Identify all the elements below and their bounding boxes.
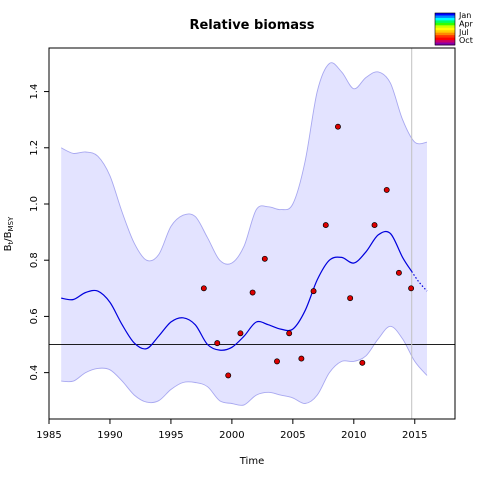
upper-bound-line [61, 62, 428, 265]
y-label-sub-t: t [7, 241, 15, 244]
y-label-b-denominator: B [3, 231, 14, 238]
observation-point [383, 186, 390, 193]
legend-label: Oct [459, 36, 473, 45]
y-tick-label: 0.4 [29, 365, 40, 381]
legend-color-band [435, 25, 455, 29]
observation-point [261, 255, 268, 262]
x-tick-label: 1985 [36, 430, 61, 441]
prediction-line [411, 271, 428, 292]
legend-color-band [435, 13, 455, 16]
observation-point [274, 358, 280, 365]
observation-point [395, 269, 402, 276]
y-label-slash: / [3, 238, 14, 242]
plot-area: 1985 1990 1995 2000 2005 2010 2015 0.4 0.6 0.8 1.0… [29, 47, 456, 441]
x-tick-label: 1990 [97, 430, 122, 441]
observation-point [298, 355, 305, 362]
legend-label: Jul [458, 28, 469, 37]
observation-point [214, 340, 221, 347]
legend-color-band [435, 37, 455, 41]
y-tick-label: 1.4 [29, 84, 40, 100]
legend-label: Jan [458, 11, 471, 20]
legend-color-band [435, 40, 455, 43]
legend-frame [434, 12, 456, 46]
y-label-b: B [3, 244, 14, 251]
legend-color-band [435, 32, 455, 36]
legend-color-band [435, 42, 455, 46]
y-tick-label: 1.0 [29, 196, 40, 212]
lower-bound-line [61, 325, 428, 406]
y-tick-label: 0.6 [29, 308, 40, 324]
legend-color-band [435, 27, 455, 31]
estimate-line [61, 230, 413, 351]
y-tick-label: 0.8 [29, 252, 40, 268]
observation-point [286, 330, 293, 337]
observation-point [200, 285, 207, 292]
observation-point [249, 289, 256, 296]
observation-point [347, 295, 354, 302]
y-label-sub-msy: MSY [7, 216, 15, 231]
observation-point [335, 123, 341, 130]
observation-point [359, 359, 366, 366]
legend-color-band [435, 22, 455, 26]
legend-label: Apr [459, 19, 474, 28]
y-axis-label: Bt/BMSY [3, 216, 15, 251]
observation-point [408, 285, 415, 292]
x-tick-label: 2010 [341, 430, 366, 441]
observation-point [225, 372, 232, 379]
legend-color-band [435, 35, 455, 39]
observation-point [322, 222, 329, 229]
x-tick-label: 2015 [402, 430, 427, 441]
x-tick-label: 2000 [219, 430, 244, 441]
legend-color-band [435, 30, 455, 34]
y-tick-label: 1.2 [29, 140, 40, 156]
observation-point [310, 288, 317, 295]
observation-point [237, 330, 244, 337]
legend-color-band [435, 15, 455, 19]
observation-point [371, 222, 378, 229]
legend-color-band [435, 17, 455, 21]
x-tick-label: 1995 [158, 430, 183, 441]
confidence-band [61, 62, 427, 406]
legend-color-band [435, 20, 455, 24]
chart-title: Relative biomass [189, 18, 314, 33]
x-tick-label: 2005 [280, 430, 305, 441]
x-axis-label: Time [239, 456, 264, 467]
